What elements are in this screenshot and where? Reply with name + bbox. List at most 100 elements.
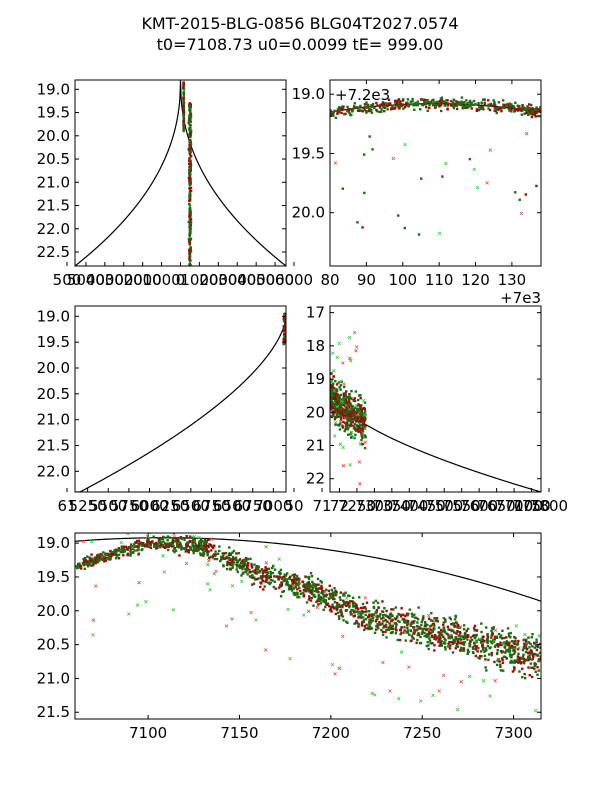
- p5-data-point: [206, 553, 209, 557]
- p4-data-point: [331, 384, 334, 388]
- p5-data-point: [211, 554, 215, 557]
- p5-data-point: [207, 545, 210, 549]
- p4-data-point: [346, 407, 349, 410]
- p2-data-point: [428, 106, 431, 110]
- p4-outlier-cross: [354, 349, 358, 353]
- p2-data-point: [458, 103, 462, 106]
- p5-data-point: [348, 601, 351, 605]
- p5-outlier-cross: [292, 584, 296, 588]
- p5-data-point: [529, 652, 532, 655]
- p2-data-point: [427, 101, 431, 104]
- p5-data-point: [378, 620, 381, 624]
- p5-data-point: [311, 580, 314, 584]
- p4-data-point: [341, 413, 345, 416]
- p5-data-point: [288, 575, 292, 578]
- p5-data-point: [131, 551, 134, 554]
- p5-data-point: [167, 548, 170, 552]
- p1-xtick-label: 5000: [67, 271, 105, 289]
- p2-data-point: [386, 108, 389, 111]
- p1-ytick-label: 21.5: [37, 197, 70, 215]
- p5-data-point: [355, 621, 359, 625]
- p5-data-point: [335, 605, 338, 608]
- p5-data-point: [117, 557, 121, 560]
- p4-xtick-label: 7500: [425, 497, 463, 515]
- p4-data-point: [330, 387, 334, 391]
- p5-data-point: [539, 655, 541, 658]
- p2-data-point: [393, 99, 397, 103]
- p5-data-point: [337, 615, 341, 618]
- p5-data-point: [280, 577, 284, 581]
- p3-xtick-label: 6250: [151, 497, 189, 515]
- p2-xtick-label: 100: [388, 271, 417, 289]
- p5-data-point: [480, 644, 484, 647]
- p5-data-point: [431, 630, 435, 633]
- p1-xtick-label: 5000: [256, 271, 294, 289]
- p2-outlier-point: [417, 233, 421, 236]
- p5-data-point: [517, 652, 520, 656]
- p4-xtick-label: 7750: [512, 497, 550, 515]
- p5-data-point: [234, 556, 238, 559]
- p5-data-point: [195, 549, 199, 553]
- p2-data-point: [440, 96, 444, 99]
- p5-data-point: [400, 626, 403, 629]
- p5-axes-frame: [74, 532, 542, 720]
- p4-data-point: [339, 411, 342, 415]
- p5-data-point: [406, 629, 410, 632]
- p5-data-point: [280, 582, 283, 585]
- p5-data-point: [327, 589, 331, 593]
- p5-data-point: [430, 635, 434, 639]
- p5-ytick-label: 20.0: [37, 602, 70, 620]
- p2-data-point: [403, 106, 407, 109]
- p5-data-point: [218, 545, 221, 548]
- p1-xtick-label: 3000: [218, 271, 256, 289]
- p5-data-point: [320, 591, 323, 595]
- p2-data-point: [510, 108, 513, 111]
- p4-data-point: [343, 429, 346, 433]
- p5-data-point: [201, 548, 204, 552]
- p4-data-point: [351, 411, 354, 415]
- p5-data-point: [119, 550, 123, 554]
- p2-outlier-point: [468, 157, 472, 161]
- p5-data-point: [342, 594, 345, 597]
- p5-data-point: [536, 673, 539, 676]
- p5-data-point: [140, 548, 143, 552]
- p5-data-point: [495, 635, 498, 638]
- p5-data-point: [459, 641, 462, 644]
- p5-data-point: [377, 606, 380, 609]
- p5-data-point: [399, 613, 402, 617]
- p5-data-point: [264, 566, 267, 569]
- p5-data-point: [402, 620, 406, 623]
- p5-data-point: [170, 542, 173, 545]
- p5-data-point: [303, 583, 306, 586]
- p5-data-point: [467, 650, 470, 654]
- p5-data-point: [261, 569, 264, 573]
- p5-outlier-cross: [254, 618, 258, 622]
- p5-data-point: [317, 583, 320, 586]
- p5-data-point: [338, 603, 341, 606]
- p5-data-point: [147, 538, 150, 542]
- p5-data-point: [402, 618, 406, 621]
- p5-outlier-cross: [127, 612, 131, 616]
- p4-data-point: [348, 393, 351, 396]
- p5-data-point: [377, 627, 380, 630]
- p5-data-point: [325, 588, 328, 591]
- p2-data-point: [356, 109, 360, 112]
- p5-data-point: [390, 608, 393, 611]
- p1-data-point: [182, 93, 185, 96]
- p5-data-point: [529, 653, 532, 656]
- p5-data-point: [453, 618, 457, 621]
- p5-data-point: [103, 556, 106, 559]
- p5-data-point: [412, 637, 415, 640]
- p4-data-point: [341, 411, 344, 415]
- p4-data-point: [352, 424, 355, 428]
- p4-data-point: [344, 428, 347, 431]
- p2-data-point: [397, 105, 400, 108]
- p1-data-point: [188, 202, 191, 206]
- p2-data-point: [467, 103, 471, 106]
- p5-data-point: [269, 570, 272, 574]
- p2-data-point: [439, 102, 442, 105]
- p5-data-point: [533, 642, 536, 645]
- p5-data-point: [342, 592, 345, 596]
- p5-data-point: [259, 585, 262, 589]
- p4-data-point: [356, 398, 360, 402]
